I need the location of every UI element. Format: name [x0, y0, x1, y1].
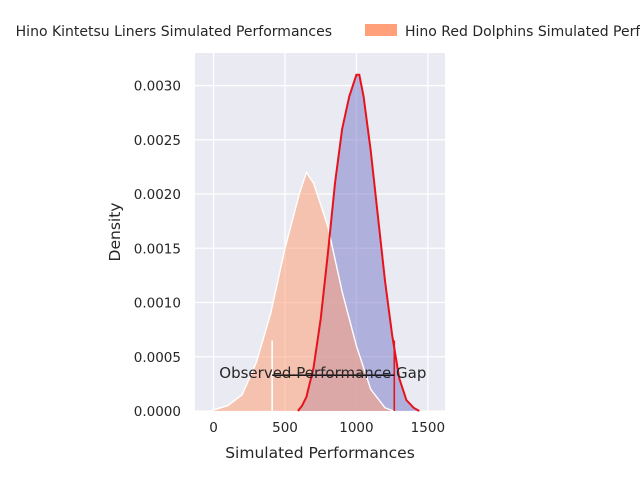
x-ticks: 0 500 1000 1500: [209, 420, 445, 436]
legend: Hino Kintetsu Liners Simulated Performan…: [16, 24, 640, 40]
y-tick-label-1: 0.0005: [134, 350, 181, 366]
y-tick-label-2: 0.0010: [134, 296, 181, 312]
y-tick-label-0: 0.0000: [134, 404, 181, 420]
y-axis-label: Density: [106, 203, 124, 262]
legend-label-series-0: Hino Kintetsu Liners Simulated Performan…: [16, 24, 332, 40]
x-tick-label-2: 1000: [339, 420, 373, 436]
annotation-text: Observed Performance Gap: [219, 364, 426, 382]
y-tick-label-3: 0.0015: [134, 241, 181, 257]
x-tick-label-1: 500: [272, 420, 298, 436]
annotation-group: Observed Performance Gap: [219, 340, 426, 411]
x-tick-label-0: 0: [209, 420, 218, 436]
legend-swatch-series-1: [365, 24, 397, 36]
x-axis-label: Simulated Performances: [225, 444, 415, 462]
y-tick-label-5: 0.0025: [134, 133, 181, 149]
y-ticks: 0.0000 0.0005 0.0010 0.0015 0.0020 0.0025 0.00…: [134, 79, 181, 420]
density-area-series-1: [209, 172, 394, 411]
y-tick-label-6: 0.0030: [134, 79, 181, 95]
legend-label-series-1: Hino Red Dolphins Simulated Performances: [405, 24, 640, 40]
red-kde-line: [297, 73, 420, 412]
y-tick-label-4: 0.0020: [134, 187, 181, 203]
x-tick-label-3: 1500: [411, 420, 445, 436]
density-outline-series-1: [209, 170, 394, 412]
density-areas: [209, 73, 420, 412]
